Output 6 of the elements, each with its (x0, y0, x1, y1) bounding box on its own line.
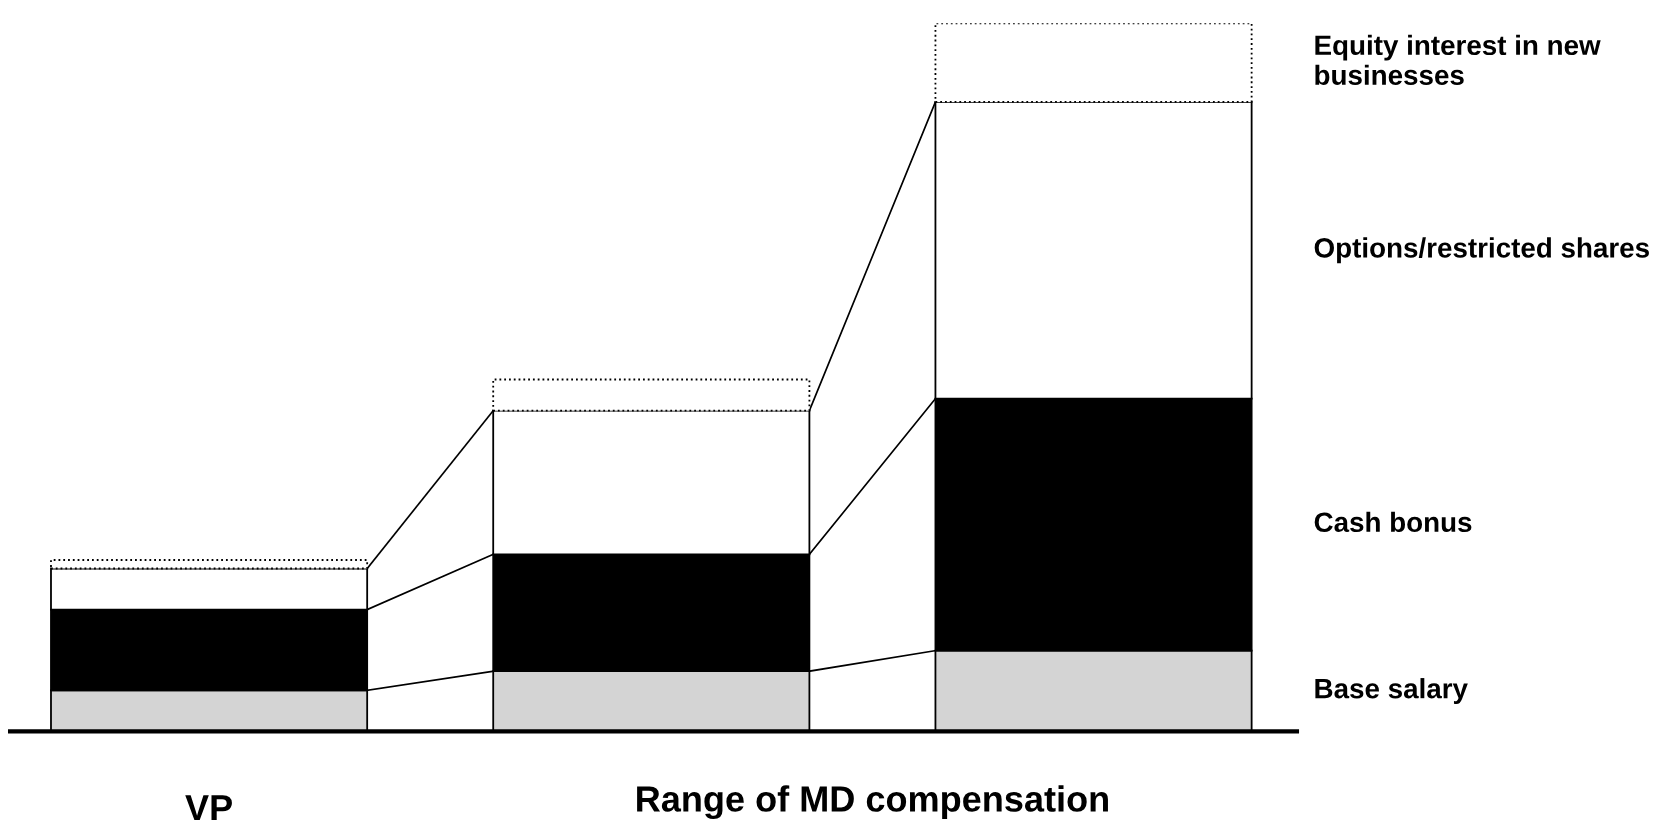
text: Options/restricted shares (1314, 237, 1649, 264)
text: Cash bonus (1314, 511, 1472, 533)
text: Range of MD compensation (637, 785, 1108, 820)
text: Base salary (1315, 678, 1468, 704)
x-tick-label: VP (185, 795, 232, 821)
text: Equity interest in new businesses (1315, 34, 1601, 86)
